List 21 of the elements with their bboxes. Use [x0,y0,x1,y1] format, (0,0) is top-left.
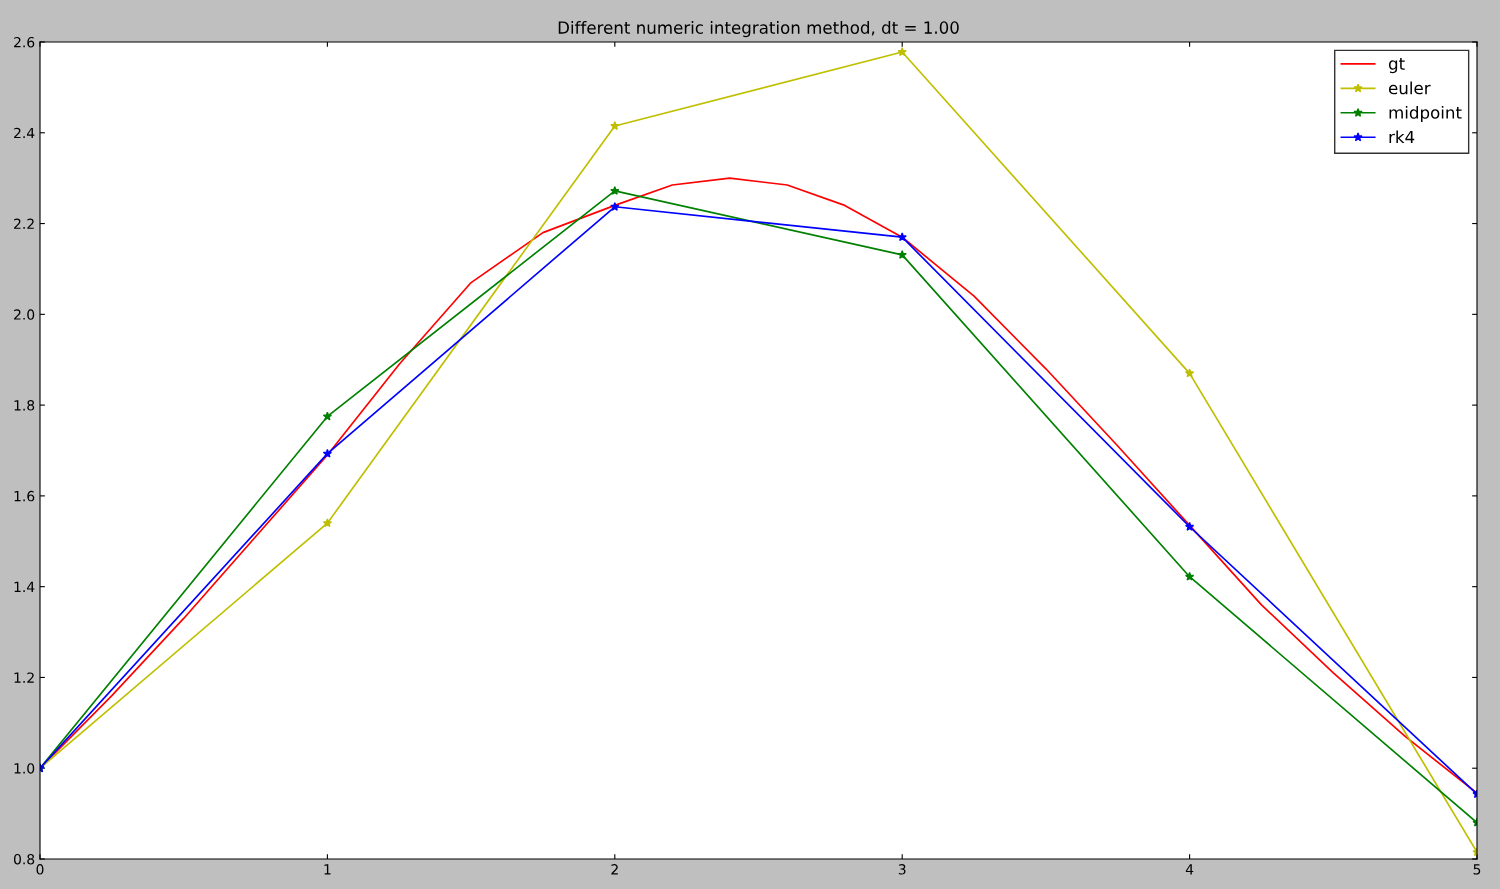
y-tick-label: 2.2 [14,218,34,229]
legend-label: rk4 [1389,130,1415,144]
y-tick-label: 2.0 [14,309,35,320]
x-tick-label: 3 [898,864,906,875]
x-tick-label: 0 [36,864,44,875]
chart-title: Different numeric integration method, dt = 1.00 [558,21,959,38]
legend-label: midpoint [1389,105,1462,123]
x-tick-label: 1 [324,864,331,875]
y-tick-label: 0.8 [13,853,35,865]
x-tick-label: 5 [1473,864,1481,875]
y-tick-label: 2.4 [14,127,35,139]
y-tick-label: 2.6 [14,36,35,48]
y-tick-label: 1.2 [14,672,34,683]
x-tick-label: 4 [1185,864,1194,875]
y-tick-label: 1.4 [14,581,35,592]
x-tick-label: 2 [611,864,618,875]
y-tick-label: 1.8 [14,400,35,411]
legend-label: euler [1388,81,1431,95]
legend-label: gt [1388,57,1405,74]
y-tick-label: 1.0 [14,763,35,774]
y-tick-label: 1.6 [14,490,35,502]
